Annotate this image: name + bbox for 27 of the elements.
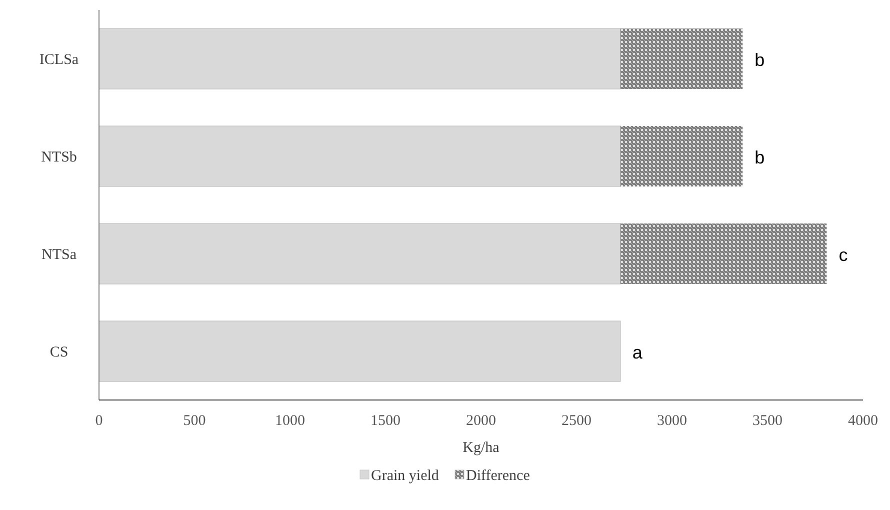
- x-tick-label: 500: [183, 413, 206, 429]
- y-tick-label: CS: [50, 344, 68, 360]
- annotation: a: [632, 342, 644, 362]
- annotation: c: [838, 244, 848, 265]
- y-tick-label: NTSa: [42, 246, 77, 263]
- x-tick-label: 0: [95, 413, 103, 429]
- bar: [98, 320, 621, 382]
- bar: [620, 224, 827, 284]
- bar: [620, 28, 743, 89]
- annotation: b: [754, 50, 765, 70]
- x-tick-label: 1000: [275, 413, 305, 429]
- annotation: b: [754, 147, 765, 168]
- bar: [98, 223, 621, 284]
- y-tick-label: NTSb: [41, 149, 77, 166]
- x-tick-label: 3500: [752, 413, 782, 429]
- x-tick-label: 2500: [562, 413, 592, 429]
- x-axis-title: Kg/ha: [462, 440, 500, 456]
- bar: [98, 28, 621, 90]
- x-tick-label: 2000: [466, 413, 496, 429]
- legend-label: Grain yield: [371, 468, 440, 484]
- x-tick-label: 4000: [848, 413, 878, 429]
- y-tick-label: ICLSa: [39, 52, 79, 68]
- bar: [620, 126, 743, 186]
- x-tick-label: 3000: [657, 413, 687, 429]
- legend-label: Difference: [466, 468, 530, 484]
- x-tick-label: 1500: [370, 413, 400, 429]
- bar: [98, 126, 621, 187]
